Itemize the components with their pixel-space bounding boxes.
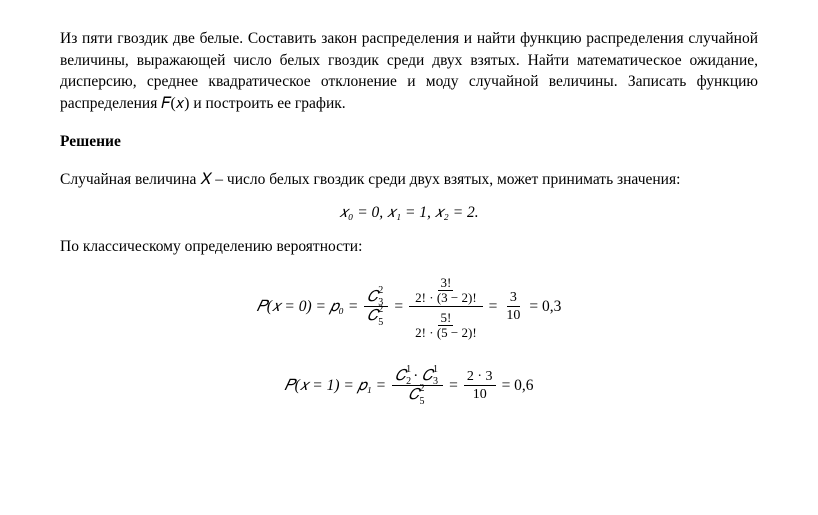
formula2-lhs: 𝑃(𝑥 = 1) = 𝑝₁ = [284, 377, 386, 395]
probability-formula-1: 𝑃(𝑥 = 1) = 𝑝₁ = 𝐶12 · 𝐶13 𝐶25 = 2 · 3 10… [60, 368, 758, 404]
solution-header: Решение [60, 133, 758, 151]
solution-intro: Случайная величина 𝑋 – число белых гвозд… [60, 169, 758, 191]
problem-statement: Из пяти гвоздик две белые. Составить зак… [60, 28, 758, 115]
classical-definition-text: По классическому определению вероятности… [60, 236, 758, 258]
probability-formula-0: 𝑃(𝑥 = 0) = 𝑝₀ = 𝐶23 𝐶25 = 3! 2! · (3 − 2… [60, 274, 758, 340]
values-equation: 𝑥₀ = 0, 𝑥₁ = 1, 𝑥₂ = 2. [60, 204, 758, 222]
formula-lhs: 𝑃(𝑥 = 0) = 𝑝₀ = [257, 298, 359, 316]
